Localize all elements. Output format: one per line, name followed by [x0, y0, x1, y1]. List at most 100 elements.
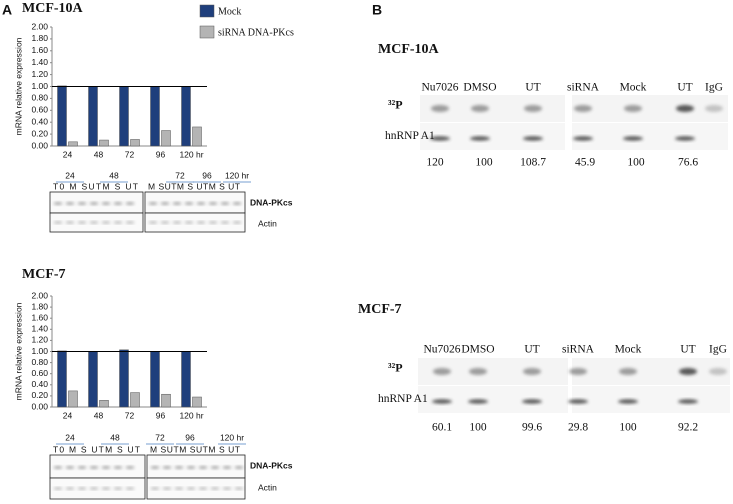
bar	[119, 86, 129, 147]
row-label: hnRNP A1	[385, 130, 435, 142]
y-tick-label: 0.20	[31, 390, 48, 400]
blot-box	[420, 123, 565, 150]
quantification: 60.1	[432, 422, 452, 434]
blot-band	[101, 221, 111, 224]
bar	[150, 351, 160, 408]
blot-band	[89, 202, 99, 205]
y-tick-label: 1.00	[31, 81, 48, 91]
blot-band	[65, 221, 75, 224]
blot-band	[53, 221, 63, 224]
y-tick-label: 1.60	[31, 312, 48, 322]
y-tick-label: 0.40	[31, 379, 48, 389]
blot-band	[77, 221, 87, 224]
lane-label: UT	[677, 82, 692, 94]
blot-band	[160, 221, 170, 224]
y-tick-label: 1.00	[31, 346, 48, 356]
legend-swatch	[199, 4, 215, 18]
blot-band	[186, 487, 196, 490]
blot-band	[125, 466, 135, 469]
quantification: 99.6	[522, 422, 542, 434]
y-tick-label: 1.80	[31, 301, 48, 311]
protein-label: Actin	[258, 218, 277, 228]
blot-band	[469, 368, 487, 375]
blot-band	[569, 368, 587, 375]
bar	[161, 393, 171, 408]
blot-band	[65, 487, 75, 490]
legend-label: siRNA DNA-PKcs	[218, 27, 294, 38]
blot-band	[678, 399, 698, 404]
blot-band	[431, 105, 449, 112]
blot-band	[624, 105, 642, 112]
quantification: 29.8	[568, 422, 588, 434]
blot-box	[572, 123, 728, 150]
blot-box	[144, 212, 246, 233]
blot-band	[220, 202, 230, 205]
blot-band	[89, 466, 99, 469]
blot-band	[468, 399, 488, 404]
blot-band	[125, 202, 135, 205]
lane-label: siRNA	[562, 344, 595, 356]
blot-band	[53, 202, 63, 205]
bar	[68, 141, 78, 147]
blot-band	[568, 399, 588, 404]
y-tick-label: 0.60	[31, 368, 48, 378]
y-tick-label: 0.40	[31, 116, 48, 126]
lane-label: Nu7026	[423, 344, 460, 356]
y-tick-label: 0.80	[31, 93, 48, 103]
bar	[119, 349, 129, 408]
blot-band	[101, 202, 111, 205]
y-tick-label: 1.80	[31, 33, 48, 43]
y-tick-label: 0.60	[31, 105, 48, 115]
y-tick-label: 1.40	[31, 57, 48, 67]
bar	[150, 86, 160, 147]
blot-band	[186, 466, 196, 469]
blot-band	[232, 221, 242, 224]
y-tick-label: 2.00	[31, 21, 48, 31]
protein-label: Actin	[258, 482, 277, 492]
blot-band	[432, 399, 452, 404]
blot-band	[619, 368, 637, 375]
bar	[57, 85, 67, 147]
x-tick-label: 96	[156, 410, 166, 420]
time-label: 72	[155, 432, 165, 442]
blot-band	[222, 466, 232, 469]
time-label: 120 hr	[225, 170, 249, 180]
y-tick-label: 0.20	[31, 128, 48, 138]
blot-band	[184, 202, 194, 205]
bar	[130, 139, 140, 147]
blot-band	[148, 202, 158, 205]
blot-band	[77, 466, 87, 469]
bar	[68, 390, 78, 408]
blot-band	[101, 487, 111, 490]
blot-band	[208, 221, 218, 224]
blot-band	[676, 105, 694, 112]
time-label: 120 hr	[220, 432, 244, 442]
lane-label: DMSO	[463, 82, 496, 94]
bar	[130, 392, 140, 408]
lane-label: UT	[525, 82, 540, 94]
lane-label: Mock	[620, 82, 647, 94]
bar	[192, 126, 202, 147]
blot-band	[184, 221, 194, 224]
blot-band	[148, 221, 158, 224]
blot-band	[623, 136, 643, 141]
blot-box	[572, 358, 730, 385]
y-tick-label: 2.00	[31, 290, 48, 300]
row-label: ³²P	[388, 360, 403, 374]
blot-band	[222, 487, 232, 490]
y-tick-label: 0.00	[31, 140, 48, 150]
lane-label: DMSO	[461, 344, 494, 356]
blot-band	[679, 368, 697, 375]
blot-band	[675, 136, 695, 141]
blot-box	[146, 477, 246, 500]
blot-band	[522, 399, 542, 404]
legend-swatch	[199, 25, 215, 39]
blot-band	[196, 202, 206, 205]
x-tick-label: 96	[156, 149, 166, 159]
blot-band	[65, 202, 75, 205]
blot-band	[210, 487, 220, 490]
x-tick-label: 72	[125, 149, 135, 159]
blot-band	[705, 105, 723, 112]
x-tick-label: 24	[63, 410, 73, 420]
